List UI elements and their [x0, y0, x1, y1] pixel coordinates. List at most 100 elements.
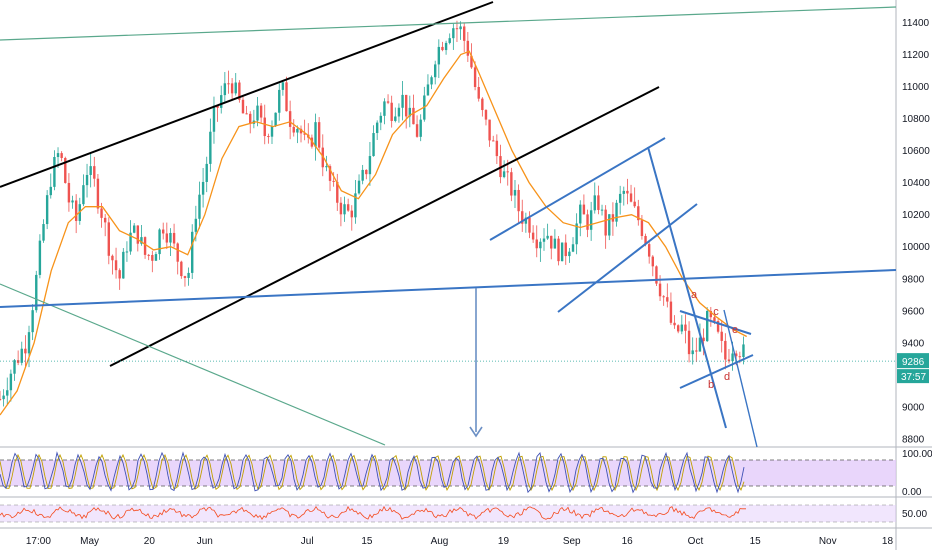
candle-body [640, 220, 644, 236]
horizontal-neckline-blue[interactable] [0, 269, 897, 308]
candle-body [162, 229, 165, 234]
candle-body [687, 330, 691, 355]
wave-label-a: a [691, 289, 698, 301]
candle-body [372, 133, 375, 157]
candle-body [317, 122, 321, 148]
last-price-badge[interactable] [897, 353, 929, 369]
candle-body [589, 210, 593, 230]
candle-body [622, 190, 625, 194]
candle-body [386, 101, 390, 103]
candle-body [481, 98, 484, 111]
candle-body [415, 124, 419, 137]
candle-body [531, 232, 535, 240]
lower-channel-line-black[interactable] [109, 86, 660, 367]
candle-body [466, 40, 470, 56]
candle-body [742, 344, 745, 357]
candle-body [676, 325, 680, 332]
candle-body [45, 195, 49, 225]
wave-label-c: c [713, 306, 719, 318]
price-tick-label: 10400 [902, 178, 930, 189]
rising-channel-bottom-blue[interactable] [557, 203, 698, 313]
falling-wedge-left-blue[interactable] [647, 146, 727, 429]
candle-body [524, 217, 528, 224]
candle-body [579, 204, 582, 224]
time-tick-label: Aug [431, 536, 449, 547]
candle-body [495, 140, 499, 157]
candle-body [154, 254, 158, 261]
triangle-bottom-blue[interactable] [679, 354, 754, 389]
candle-body [618, 193, 622, 203]
candle-body [234, 82, 237, 94]
time-axis[interactable]: 17:00 May 20 Jun Jul 15 Aug 19 Sep 16 Oct 15 Nov 18 [26, 536, 894, 547]
candle-body [539, 241, 542, 249]
time-tick-label: 15 [750, 536, 762, 547]
upper-channel-line-black[interactable] [0, 1, 494, 188]
candle-body [502, 171, 506, 178]
candle-body [198, 194, 201, 219]
candle-body [724, 340, 727, 360]
candle-body [375, 122, 379, 134]
candle-body [401, 94, 404, 108]
candle-body [408, 107, 412, 117]
time-tick-label: Oct [688, 536, 704, 547]
candle-body [42, 224, 45, 241]
triangle-top-blue[interactable] [679, 310, 752, 335]
last-price-label: 9286 [902, 357, 925, 368]
rsi-mid-label: 50.00 [902, 509, 927, 520]
stoch-k-line [0, 451, 745, 494]
candle-body [216, 105, 219, 108]
rising-channel-top-blue[interactable] [489, 137, 666, 241]
candle-body [212, 105, 216, 132]
candle-body [227, 83, 230, 85]
candle-body [735, 353, 738, 357]
candle-body [350, 210, 353, 218]
candle-body [437, 46, 441, 65]
candle-body [259, 105, 263, 118]
candle-body [169, 232, 172, 243]
price-tick-label: 11200 [902, 50, 930, 61]
candle-body [684, 324, 687, 331]
candle-body [691, 350, 694, 355]
candle-body [111, 255, 114, 261]
candle-body [647, 244, 651, 257]
candle-body [568, 251, 571, 257]
candle-body [122, 251, 125, 279]
stoch-d-line [0, 453, 745, 492]
candle-body [412, 107, 415, 125]
candle-body [56, 153, 60, 158]
falling-wedge-right-blue[interactable] [723, 309, 758, 448]
candle-body [220, 95, 223, 108]
candle-body [365, 169, 368, 175]
candle-body [118, 270, 121, 279]
candle-body [492, 140, 495, 142]
candle-body [473, 67, 477, 87]
candle-body [441, 46, 444, 51]
candle-body [662, 296, 665, 298]
candle-body [96, 178, 100, 209]
candle-body [600, 209, 604, 211]
descending-support-green[interactable] [0, 283, 386, 446]
candle-body [281, 82, 285, 90]
time-tick-label: 17:00 [26, 536, 51, 547]
price-axis[interactable]: 11400 11200 11000 10800 10600 10400 10200 10000… [897, 18, 930, 446]
price-tick-label: 11400 [902, 18, 930, 29]
candle-body [60, 153, 63, 158]
candle-body [444, 42, 448, 51]
time-tick-label: Sep [563, 536, 581, 547]
price-tick-label: 11000 [902, 82, 930, 93]
candle-body [35, 274, 38, 311]
candle-body [419, 119, 422, 137]
time-tick-label: Jun [197, 536, 213, 547]
candle-body [586, 214, 589, 230]
candle-body [379, 115, 382, 123]
candle-body [339, 202, 343, 215]
candle-body [702, 337, 705, 342]
long-resistance-green[interactable] [0, 6, 897, 41]
candle-body [245, 113, 248, 115]
candle-body [546, 235, 549, 239]
candle-body [513, 189, 517, 196]
wave-label-b: b [708, 379, 714, 391]
candle-body [136, 225, 140, 244]
